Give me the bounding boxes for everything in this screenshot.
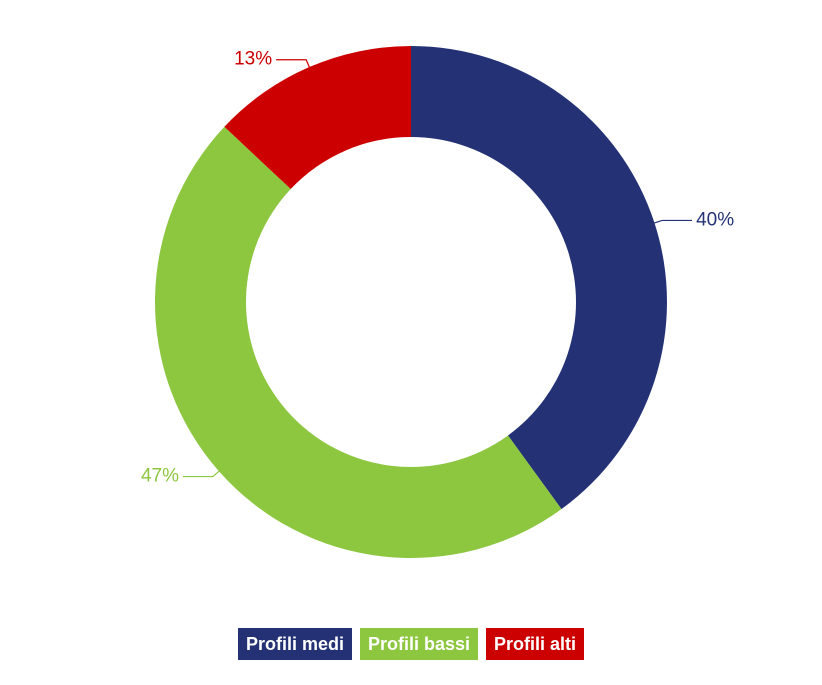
value-label: 13%	[234, 49, 272, 70]
value-label: 40%	[696, 209, 734, 230]
legend: Profili medi Profili bassi Profili alti	[0, 628, 822, 660]
chart: 40% 47% 13%	[141, 46, 734, 558]
value-label: 47%	[141, 466, 179, 487]
legend-item: Profili alti	[486, 628, 585, 660]
legend-item: Profili bassi	[359, 628, 479, 660]
label-line	[652, 219, 693, 225]
legend-item: Profili medi	[237, 628, 352, 660]
slice	[224, 46, 411, 190]
label-line	[182, 469, 221, 478]
slice	[155, 126, 562, 558]
label-line	[276, 59, 311, 70]
slice	[411, 46, 667, 510]
